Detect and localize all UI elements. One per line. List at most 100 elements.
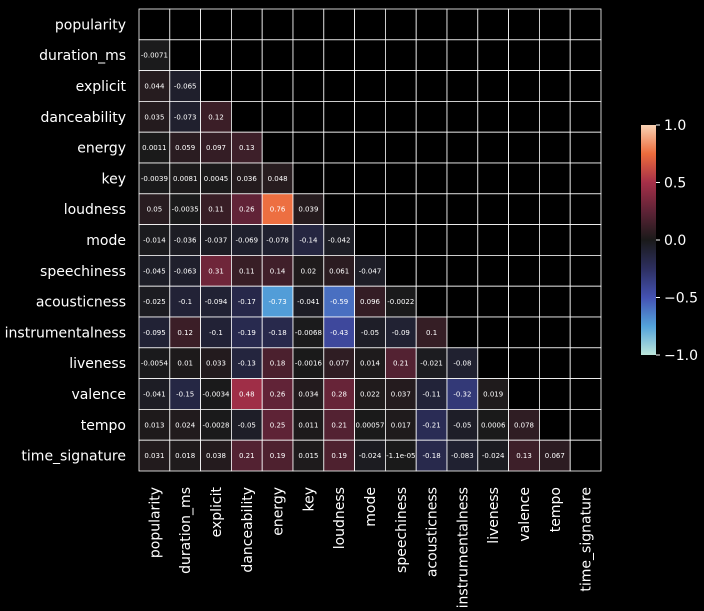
- masked-cell: [569, 39, 602, 71]
- masked-cell: [323, 162, 355, 195]
- cell-value-label: -0.0028: [202, 421, 229, 429]
- heatmap-cell: [138, 316, 171, 349]
- masked-cell: [569, 224, 602, 256]
- cell-value-label: 0.048: [268, 175, 288, 183]
- x-tick-label: mode: [363, 487, 379, 527]
- cell-value-label: 0.1: [426, 329, 437, 337]
- cell-value-label: -0.11: [423, 391, 441, 399]
- masked-cell: [200, 8, 232, 41]
- heatmap-cell: [200, 224, 232, 256]
- heatmap-cell: [138, 39, 171, 71]
- heatmap-cell: [384, 347, 417, 379]
- heatmap-cell: [384, 439, 417, 472]
- heatmap-cell: [384, 378, 417, 410]
- cell-value-label: 0.21: [239, 452, 255, 460]
- cell-value-label: -0.073: [174, 113, 197, 121]
- x-tick-label: duration_ms: [178, 487, 194, 574]
- masked-cell: [261, 131, 294, 164]
- cell-value-label: -0.094: [205, 298, 228, 306]
- cell-value-label: -0.024: [482, 452, 505, 460]
- masked-cell: [477, 193, 509, 226]
- masked-cell: [415, 131, 448, 164]
- cell-value-label: -0.18: [423, 452, 441, 460]
- heatmap-cell: [138, 162, 171, 195]
- masked-cell: [539, 70, 571, 102]
- heatmap-cell: [323, 285, 355, 318]
- masked-cell: [415, 254, 448, 287]
- masked-cell: [354, 162, 386, 195]
- cell-value-label: -0.0039: [141, 175, 168, 183]
- masked-cell: [200, 39, 232, 71]
- y-tick-label: acousticness: [36, 295, 126, 311]
- cell-value-label: 0.015: [298, 452, 318, 460]
- masked-cell: [539, 408, 571, 441]
- heatmap-cell: [261, 378, 294, 410]
- cell-value-label: -0.045: [143, 267, 166, 275]
- heatmap-cell: [200, 162, 232, 195]
- masked-cell: [569, 101, 602, 133]
- heatmap-cell: [292, 254, 325, 287]
- cell-value-label: 0.067: [545, 452, 565, 460]
- cell-value-label: -0.13: [238, 360, 256, 368]
- masked-cell: [354, 131, 386, 164]
- masked-cell: [200, 70, 232, 102]
- masked-cell: [384, 162, 417, 195]
- heatmap-cell: [354, 316, 386, 349]
- cell-value-label: -0.063: [174, 267, 197, 275]
- cell-value-label: 0.061: [329, 267, 349, 275]
- masked-cell: [415, 39, 448, 71]
- cell-value-label: -0.036: [174, 237, 197, 245]
- masked-cell: [539, 101, 571, 133]
- heatmap-cell: [138, 101, 171, 133]
- masked-cell: [415, 8, 448, 41]
- heatmap-cell: [200, 378, 232, 410]
- cell-value-label: -0.0022: [387, 298, 414, 306]
- heatmap-cell: [138, 285, 171, 318]
- masked-cell: [477, 224, 509, 256]
- cell-value-label: -0.17: [238, 298, 256, 306]
- cell-value-label: -0.0035: [172, 206, 199, 214]
- masked-cell: [477, 70, 509, 102]
- cell-value-label: 0.0006: [481, 421, 506, 429]
- heatmap-cell: [292, 439, 325, 472]
- masked-cell: [477, 285, 509, 318]
- heatmap-cell: [477, 408, 509, 441]
- cell-value-label: 0.0045: [204, 175, 229, 183]
- x-tick-label: energy: [271, 487, 287, 536]
- masked-cell: [415, 224, 448, 256]
- cell-value-label: -1.1e-05: [386, 452, 415, 460]
- masked-cell: [508, 285, 540, 318]
- masked-cell: [292, 70, 325, 102]
- cell-value-label: -0.042: [328, 237, 351, 245]
- masked-cell: [230, 8, 263, 41]
- heatmap-cell: [261, 408, 294, 441]
- masked-cell: [508, 316, 540, 349]
- masked-cell: [477, 254, 509, 287]
- cell-value-label: -0.0034: [202, 391, 230, 399]
- cell-value-label: -0.0068: [295, 329, 322, 337]
- masked-cell: [415, 193, 448, 226]
- heatmap-cell: [354, 254, 386, 287]
- heatmap-cell: [384, 285, 417, 318]
- cell-value-label: -0.32: [453, 391, 471, 399]
- masked-cell: [169, 39, 202, 71]
- cell-value-label: -0.08: [453, 360, 471, 368]
- cell-value-label: -0.1: [178, 298, 192, 306]
- masked-cell: [569, 193, 602, 226]
- cell-value-label: 0.036: [237, 175, 258, 183]
- cell-value-label: -0.09: [392, 329, 410, 337]
- masked-cell: [539, 8, 571, 41]
- masked-cell: [569, 316, 602, 349]
- masked-cell: [539, 39, 571, 71]
- cell-value-label: 0.11: [239, 267, 255, 275]
- x-tick-label: valence: [517, 487, 533, 542]
- x-tick-label: liveness: [486, 487, 502, 544]
- masked-cell: [508, 70, 540, 102]
- heatmap-cell: [292, 224, 325, 256]
- heatmap-cell: [354, 408, 386, 441]
- cell-value-label: 0.0011: [142, 144, 167, 152]
- heatmap-cell: [446, 439, 479, 472]
- x-tick-label: instrumentalness: [455, 487, 471, 608]
- masked-cell: [354, 193, 386, 226]
